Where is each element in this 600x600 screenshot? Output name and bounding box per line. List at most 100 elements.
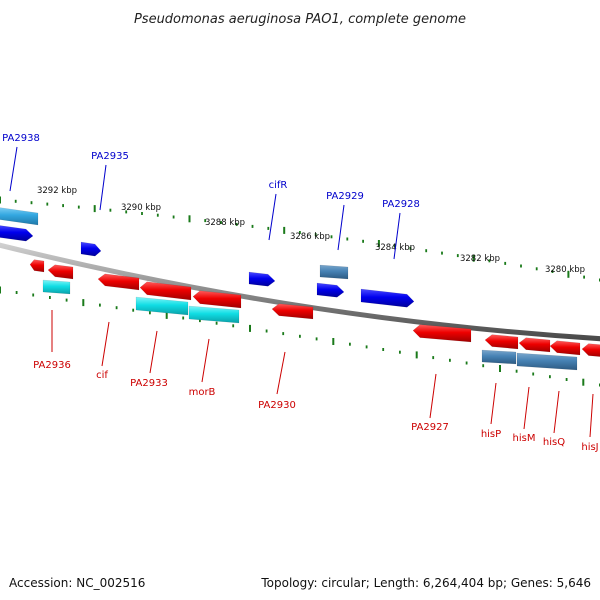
tick-inner-minor xyxy=(32,293,35,297)
tick-inner-minor xyxy=(232,324,235,328)
gene-arrow-red xyxy=(47,264,74,280)
tick-outer-minor xyxy=(204,219,207,223)
tick-inner-major xyxy=(332,338,335,345)
tick-outer-major xyxy=(472,254,475,262)
tick-outer-minor xyxy=(125,210,128,214)
tick-inner-major xyxy=(82,299,85,307)
gene-label: PA2938 xyxy=(2,133,40,144)
tick-inner-minor xyxy=(315,337,318,341)
tick-outer-minor xyxy=(62,204,64,208)
tick-inner-minor xyxy=(65,298,68,302)
leader-line xyxy=(523,386,530,430)
tick-outer-minor xyxy=(235,222,238,226)
tick-outer-minor xyxy=(393,244,396,248)
tick-outer-minor xyxy=(77,205,80,209)
gene-label: PA2928 xyxy=(382,199,420,210)
map-title: Pseudomonas aeruginosa PAO1, complete ge… xyxy=(134,12,466,27)
gene-label: PA2933 xyxy=(130,378,168,389)
ruler-label: 3290 kbp xyxy=(121,203,161,213)
tick-inner-minor xyxy=(449,358,451,362)
tick-inner-minor xyxy=(199,319,201,323)
tick-outer-minor xyxy=(299,231,301,234)
tick-inner-major xyxy=(582,378,585,386)
tick-outer-minor xyxy=(456,254,459,258)
leader-line xyxy=(490,382,497,425)
tick-inner-minor xyxy=(132,308,135,312)
tick-inner-minor xyxy=(399,350,401,354)
ruler-label: 3280 kbp xyxy=(545,265,585,275)
gene-arrow-cyan xyxy=(42,279,71,295)
tick-outer-minor xyxy=(267,226,270,230)
tick-outer-major xyxy=(93,205,96,213)
tick-outer-major xyxy=(188,215,191,223)
gene-arrow-cyan xyxy=(188,305,240,324)
tick-outer-minor xyxy=(330,235,333,239)
tick-outer-minor xyxy=(535,267,538,271)
accession-text: Accession: NC_002516 xyxy=(9,576,145,590)
tick-outer-major xyxy=(567,270,570,278)
tick-inner-minor xyxy=(99,303,101,307)
tick-inner-minor xyxy=(349,342,351,346)
tick-outer-minor xyxy=(488,259,491,263)
gene-label: cifR xyxy=(269,180,288,191)
gene-arrow-blue xyxy=(360,288,415,308)
leader-line xyxy=(337,204,345,251)
gene-label: hisP xyxy=(481,429,501,440)
ruler-ticks-inner xyxy=(0,286,600,387)
tick-inner-minor xyxy=(299,334,301,338)
tick-inner-major xyxy=(415,351,418,359)
leader-line xyxy=(268,193,277,241)
leader-line xyxy=(589,393,594,438)
tick-outer-minor xyxy=(109,208,112,212)
tick-outer-minor xyxy=(156,213,159,217)
gene-arrow-red xyxy=(581,343,600,357)
tick-outer-minor xyxy=(520,264,522,268)
gene-label: PA2930 xyxy=(258,400,296,411)
leader-line xyxy=(276,351,286,395)
gene-label: hisM xyxy=(513,433,536,444)
ruler-label: 3288 kbp xyxy=(205,218,245,228)
gene-arrow-red xyxy=(549,340,581,356)
gene-arrow-red xyxy=(29,259,45,273)
ruler-label: 3286 kbp xyxy=(290,232,330,242)
tick-inner-major xyxy=(499,365,501,372)
tick-outer-major xyxy=(283,226,286,234)
leader-line xyxy=(101,321,110,367)
tick-outer-minor xyxy=(314,233,317,237)
tick-outer-minor xyxy=(46,202,49,206)
tick-outer-minor xyxy=(551,270,554,273)
tick-inner-minor xyxy=(432,356,435,360)
leader-line xyxy=(393,212,401,260)
tick-outer-minor xyxy=(425,249,428,253)
gene-arrow-blue xyxy=(80,241,102,257)
gene-arrow-blue xyxy=(248,271,276,287)
gene-label: PA2927 xyxy=(411,422,449,433)
tick-inner-minor xyxy=(282,332,285,336)
tick-outer-minor xyxy=(251,224,254,228)
gene-arrow-red xyxy=(139,281,192,301)
tick-outer-minor xyxy=(583,275,585,279)
tick-inner-minor xyxy=(515,369,518,373)
ruler-ticks-outer xyxy=(0,196,600,282)
tick-inner-minor xyxy=(532,372,535,376)
tick-inner-minor xyxy=(549,375,551,379)
gene-label: morB xyxy=(189,387,216,398)
gene-arrow-red xyxy=(97,273,140,291)
gene-arrow-red xyxy=(518,337,551,353)
ruler-label: 3282 kbp xyxy=(460,254,500,264)
tick-outer-minor xyxy=(409,246,412,250)
leader-line xyxy=(201,338,210,383)
gene-arrow-sky xyxy=(0,207,39,226)
gene-arrow-steel xyxy=(516,352,578,371)
tick-outer-minor xyxy=(362,239,364,243)
leader-line xyxy=(553,390,560,434)
gene-labels: PA2938 PA2935 cifR PA2929 PA2928 PA2936 cif PA2… xyxy=(2,133,598,453)
tick-inner-minor xyxy=(15,291,18,294)
tick-inner-major xyxy=(0,286,1,294)
genome-stats-text: Topology: circular; Length: 6,264,404 bp… xyxy=(260,576,591,590)
gene-arrow-red xyxy=(484,334,519,350)
gene-arrow-red xyxy=(192,290,242,309)
tick-inner-minor xyxy=(482,364,485,368)
tick-outer-minor xyxy=(504,261,507,265)
